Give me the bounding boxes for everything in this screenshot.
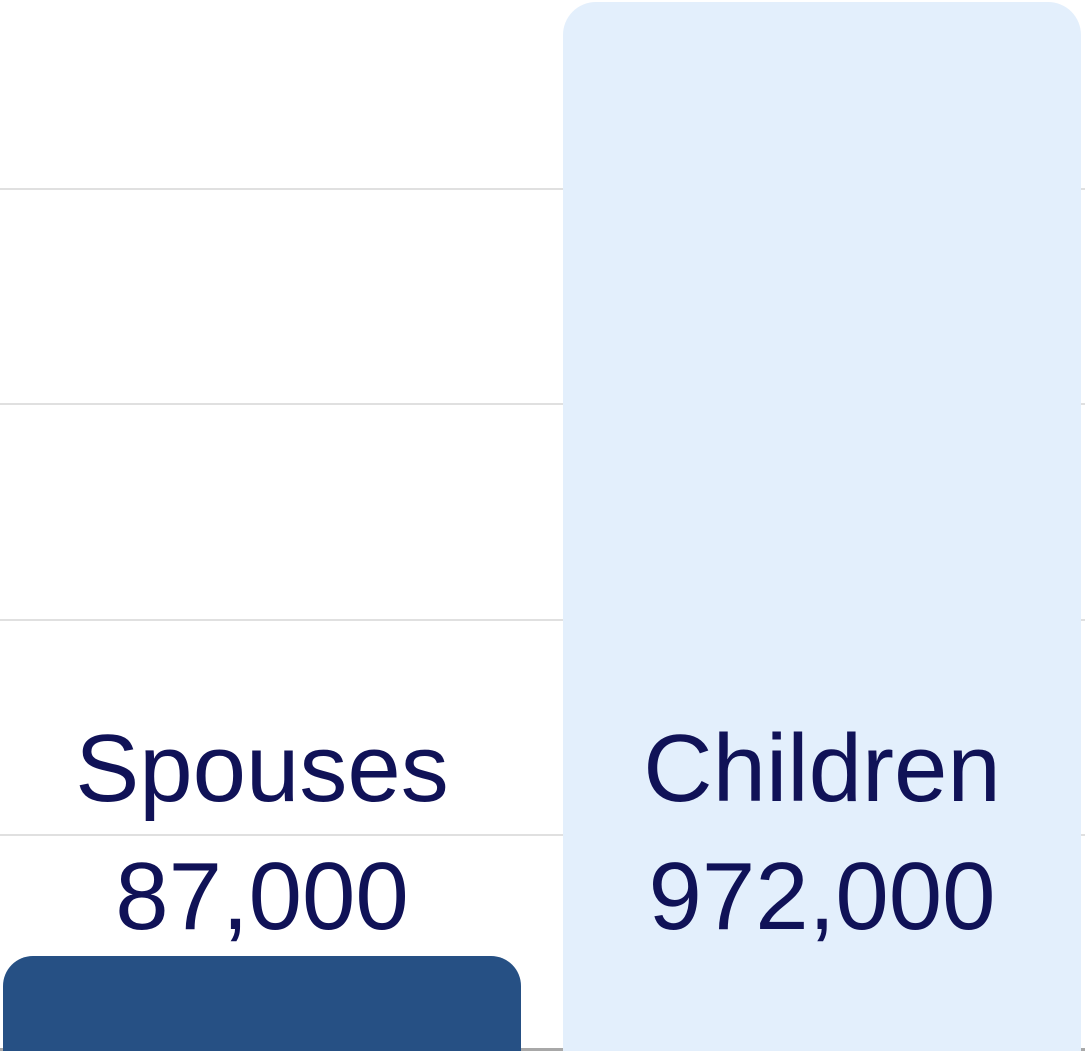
label-group-spouses: Spouses 87,000 [3, 705, 521, 961]
gridline [0, 187, 1085, 190]
category-label-children: Children [643, 715, 1001, 822]
bar-spouses[interactable] [3, 956, 521, 1051]
bar-children[interactable] [563, 2, 1081, 1051]
gridline [0, 834, 1085, 837]
value-label-spouses: 87,000 [115, 843, 409, 950]
label-group-children: Children 972,000 [563, 705, 1081, 961]
value-label-children: 972,000 [648, 843, 996, 950]
category-label-spouses: Spouses [75, 715, 449, 822]
gridline [0, 403, 1085, 406]
x-axis-baseline [0, 1048, 1085, 1051]
gridline [0, 618, 1085, 621]
